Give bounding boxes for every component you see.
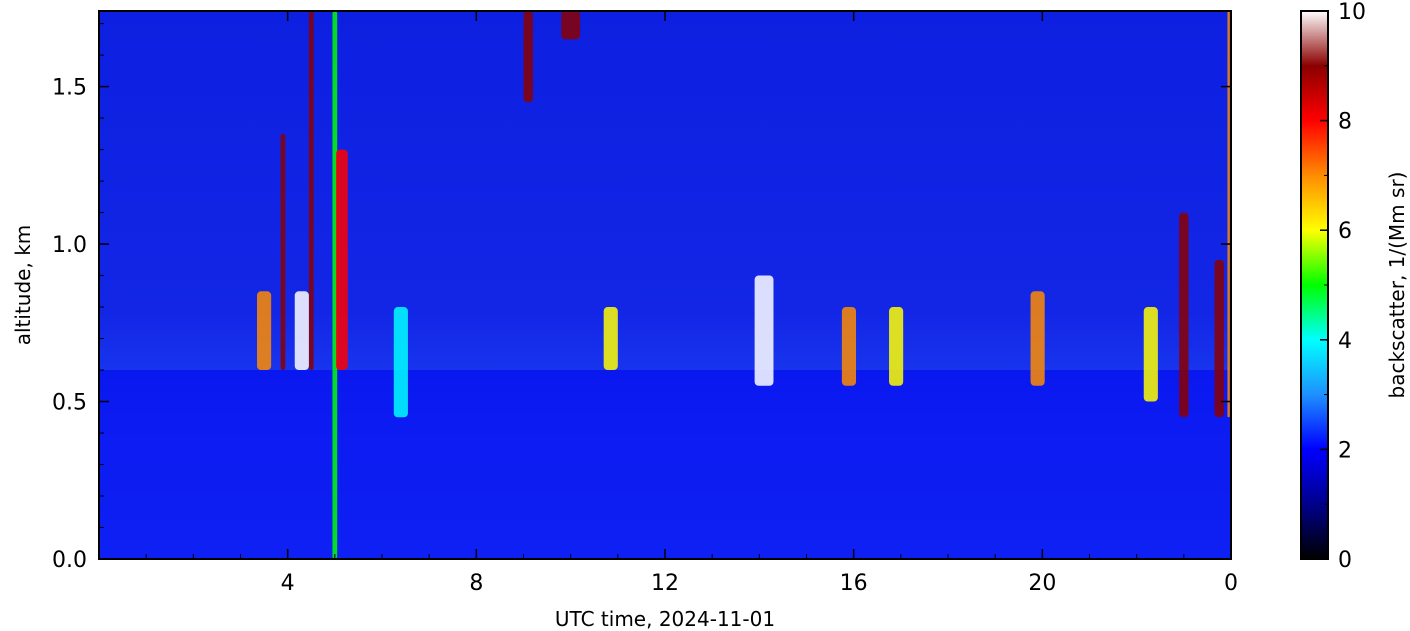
colorbar-tick-label: 6 [1338, 219, 1352, 244]
x-tick-label: 8 [469, 571, 483, 596]
y-tick-label: 1.5 [52, 76, 87, 101]
colorbar-tick-label: 4 [1338, 329, 1352, 354]
backscatter-feature [1214, 260, 1223, 417]
x-tick-label: 12 [651, 571, 679, 596]
backscatter-feature [1227, 11, 1229, 417]
colorbar [1301, 11, 1328, 559]
backscatter-feature [1179, 213, 1188, 418]
x-tick-label: 4 [281, 571, 295, 596]
y-tick-label: 0.0 [52, 548, 87, 573]
x-tick-label: 0 [1224, 571, 1238, 596]
y-tick-label: 1.0 [52, 233, 87, 258]
colorbar-tick-label: 0 [1338, 548, 1352, 573]
colorbar-tick-label: 10 [1338, 0, 1366, 25]
y-tick-label: 0.5 [52, 391, 87, 416]
colorbar-tick-label: 8 [1338, 110, 1352, 135]
x-axis-title: UTC time, 2024-11-01 [555, 607, 775, 631]
backscatter-feature [281, 134, 286, 370]
backscatter-feature [336, 150, 348, 370]
x-tick-label: 16 [840, 571, 868, 596]
backscatter-feature [561, 11, 580, 39]
y-axis-title: altitude, km [11, 225, 35, 346]
backscatter-feature [1031, 291, 1045, 385]
backscatter-feature [394, 307, 408, 417]
backscatter-feature [889, 307, 903, 386]
backscatter-feature [309, 11, 314, 370]
heatmap-area [99, 11, 1231, 559]
backscatter-feature [755, 276, 774, 386]
backscatter-feature [604, 307, 618, 370]
backscatter-feature [257, 291, 271, 370]
colorbar-tick-label: 2 [1338, 438, 1352, 463]
boundary-layer-band [99, 370, 1231, 559]
backscatter-feature [295, 291, 309, 370]
backscatter-feature [524, 11, 533, 102]
backscatter-feature [1144, 307, 1158, 401]
colorbar-title: backscatter, 1/(Mm sr) [1385, 172, 1409, 399]
backscatter-feature [842, 307, 856, 386]
x-tick-label: 20 [1028, 571, 1056, 596]
